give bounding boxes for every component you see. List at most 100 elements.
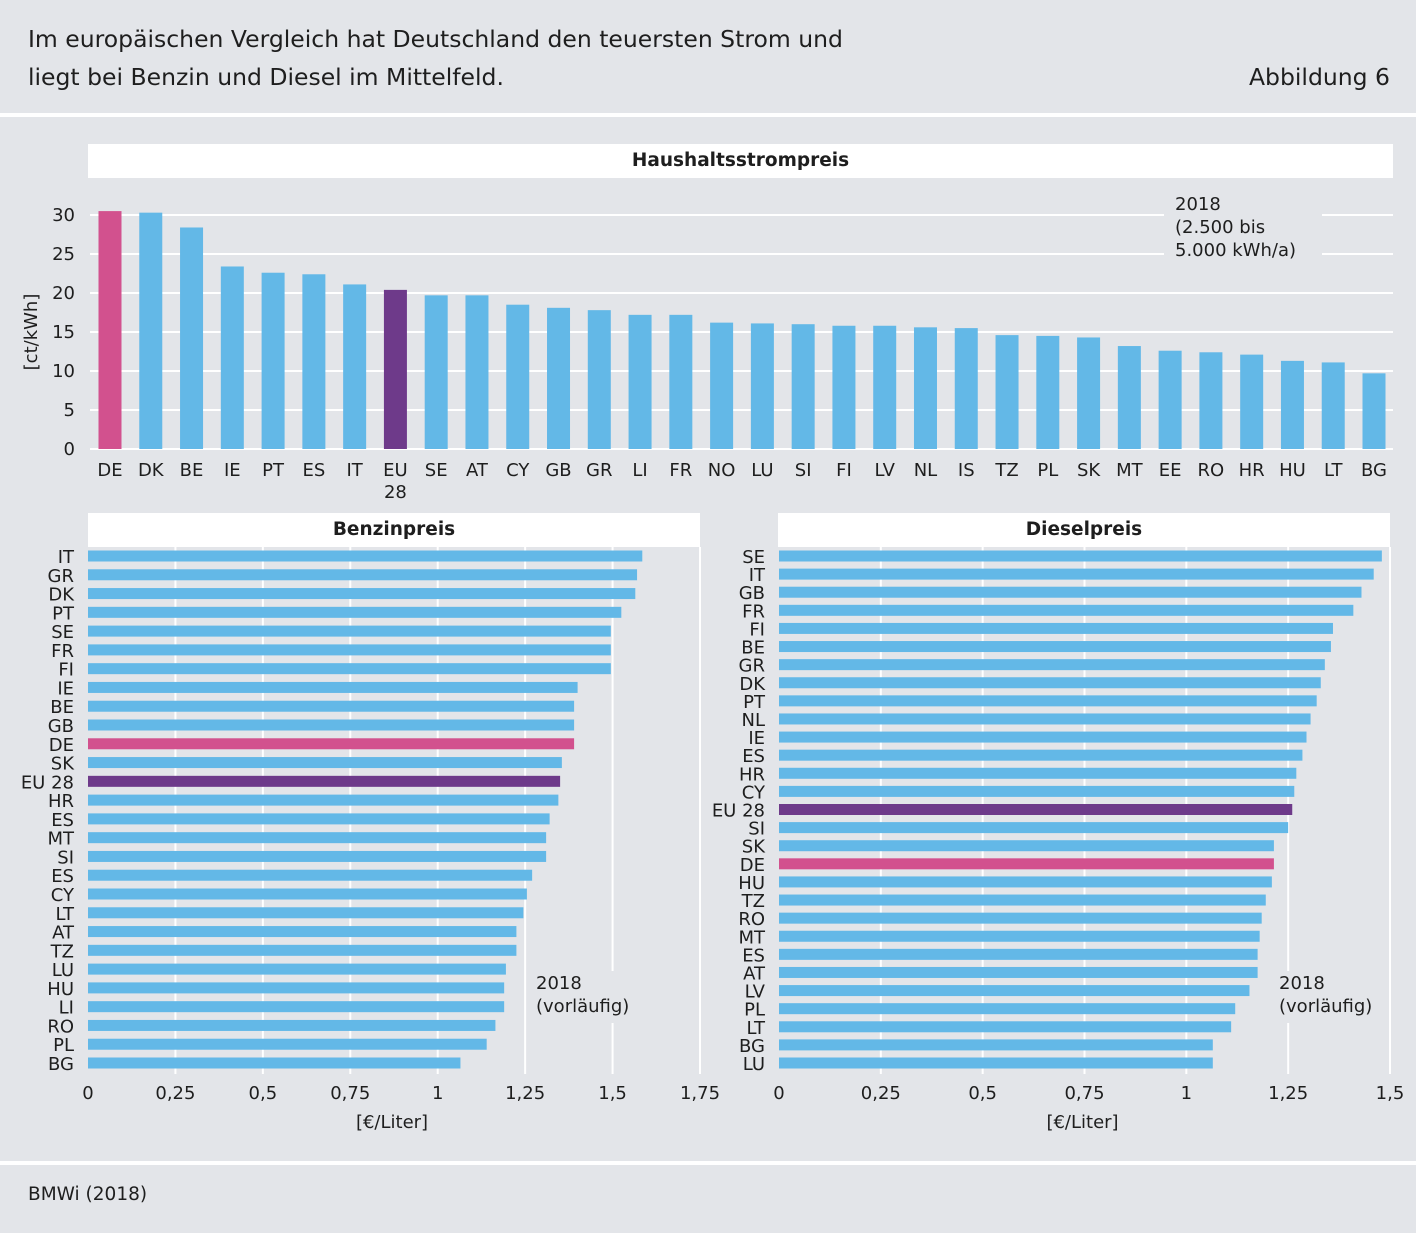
x-tick-label: 1,75 bbox=[680, 1083, 720, 1104]
bar bbox=[710, 322, 734, 449]
x-tick-label: IS bbox=[958, 460, 975, 481]
y-tick-label: LU bbox=[52, 960, 74, 981]
x-tick-label: 0,25 bbox=[861, 1083, 901, 1104]
bar bbox=[1077, 337, 1101, 449]
x-tick-label: GR bbox=[586, 460, 612, 481]
bar bbox=[88, 588, 636, 600]
x-tick-label: DE bbox=[97, 460, 122, 481]
figure-title: Im europäischen Vergleich hat Deutschlan… bbox=[28, 20, 928, 96]
y-tick-label: 10 bbox=[52, 361, 75, 382]
annotation-box bbox=[1271, 971, 1388, 1023]
x-tick-label: ES bbox=[302, 460, 325, 481]
y-tick-label: IE bbox=[748, 728, 765, 749]
bar bbox=[587, 310, 611, 449]
x-tick-label: 1,25 bbox=[505, 1083, 545, 1104]
bar bbox=[779, 641, 1331, 653]
x-tick-label: SK bbox=[1077, 460, 1101, 481]
x-tick-label: EE bbox=[1159, 460, 1182, 481]
bar bbox=[1280, 360, 1304, 449]
bar bbox=[779, 966, 1258, 978]
x-tick-label: LV bbox=[875, 460, 896, 481]
bar bbox=[750, 323, 774, 449]
footer-separator bbox=[0, 1161, 1416, 1165]
bar bbox=[88, 963, 506, 975]
bar bbox=[180, 227, 204, 449]
y-tick-label: LI bbox=[59, 998, 74, 1019]
y-tick-label: CY bbox=[742, 782, 766, 803]
x-axis-title: [€/Liter] bbox=[356, 1112, 428, 1133]
bar bbox=[913, 327, 937, 449]
y-tick-label: 5 bbox=[64, 400, 75, 421]
bar bbox=[779, 1057, 1213, 1069]
x-tick-label: 0,5 bbox=[968, 1083, 997, 1104]
benzin-chart-title: Benzinpreis bbox=[88, 513, 700, 547]
diesel-chart-title: Dieselpreis bbox=[778, 513, 1390, 547]
y-tick-label: IT bbox=[58, 547, 75, 568]
bar bbox=[779, 622, 1333, 634]
bar bbox=[220, 266, 244, 449]
bar bbox=[88, 1057, 461, 1069]
x-tick-label: EU bbox=[383, 460, 408, 481]
bar bbox=[88, 926, 517, 938]
y-tick-label: FI bbox=[749, 619, 765, 640]
y-tick-label: LT bbox=[55, 904, 75, 925]
y-tick-label: PL bbox=[744, 1000, 765, 1021]
bar bbox=[779, 1021, 1232, 1033]
annotation-text: (2.500 bis bbox=[1175, 217, 1265, 238]
x-tick-label: PT bbox=[262, 460, 285, 481]
y-tick-label: DK bbox=[739, 674, 766, 695]
bar bbox=[1240, 354, 1264, 449]
x-tick-label: AT bbox=[466, 460, 489, 481]
x-tick-label: 1 bbox=[1181, 1083, 1192, 1104]
y-axis-title: [ct/kWh] bbox=[21, 294, 42, 371]
bar bbox=[995, 335, 1019, 449]
bar bbox=[779, 876, 1272, 888]
x-tick-label: SE bbox=[425, 460, 448, 481]
y-tick-label: GR bbox=[48, 566, 74, 587]
annotation-text: 2018 bbox=[536, 973, 582, 994]
bar bbox=[88, 813, 550, 825]
y-tick-label: SI bbox=[748, 819, 765, 840]
bar bbox=[343, 284, 367, 449]
y-tick-label: IE bbox=[57, 678, 74, 699]
y-tick-label: ES bbox=[51, 810, 74, 831]
annotation-text: 5.000 kWh/a) bbox=[1175, 240, 1296, 261]
y-tick-label: HU bbox=[738, 873, 765, 894]
y-tick-label: HU bbox=[47, 979, 74, 1000]
x-tick-label: 1,25 bbox=[1268, 1083, 1308, 1104]
bar bbox=[261, 272, 285, 449]
y-tick-label: 25 bbox=[52, 244, 75, 265]
bar bbox=[465, 295, 489, 449]
bar bbox=[88, 775, 561, 787]
y-tick-label: DE bbox=[740, 855, 765, 876]
bar bbox=[424, 295, 448, 449]
y-tick-label: LT bbox=[746, 1018, 766, 1039]
x-tick-label: 0,75 bbox=[1064, 1083, 1104, 1104]
bar bbox=[779, 659, 1325, 671]
x-tick-label: BG bbox=[1361, 460, 1387, 481]
bar bbox=[383, 289, 407, 449]
y-tick-label: NL bbox=[742, 710, 766, 731]
y-tick-label: LV bbox=[745, 982, 766, 1003]
y-tick-label: CY bbox=[51, 885, 75, 906]
x-tick-label: TZ bbox=[994, 460, 1018, 481]
y-tick-label: PL bbox=[53, 1035, 74, 1056]
bar bbox=[1036, 335, 1060, 449]
y-tick-label: DE bbox=[49, 735, 74, 756]
bar bbox=[779, 713, 1311, 725]
bar bbox=[1199, 352, 1223, 449]
bar bbox=[779, 804, 1293, 815]
bar bbox=[88, 1001, 505, 1013]
bar bbox=[779, 912, 1262, 924]
bar bbox=[628, 314, 652, 449]
bar bbox=[779, 1003, 1236, 1015]
bar bbox=[88, 794, 559, 806]
x-tick-label: NO bbox=[708, 460, 736, 481]
bar bbox=[88, 1019, 496, 1031]
annotation-box bbox=[1164, 186, 1322, 270]
y-tick-label: EU 28 bbox=[712, 801, 765, 822]
y-tick-label: PT bbox=[52, 603, 75, 624]
y-tick-label: TZ bbox=[50, 941, 74, 962]
bar bbox=[779, 894, 1266, 906]
